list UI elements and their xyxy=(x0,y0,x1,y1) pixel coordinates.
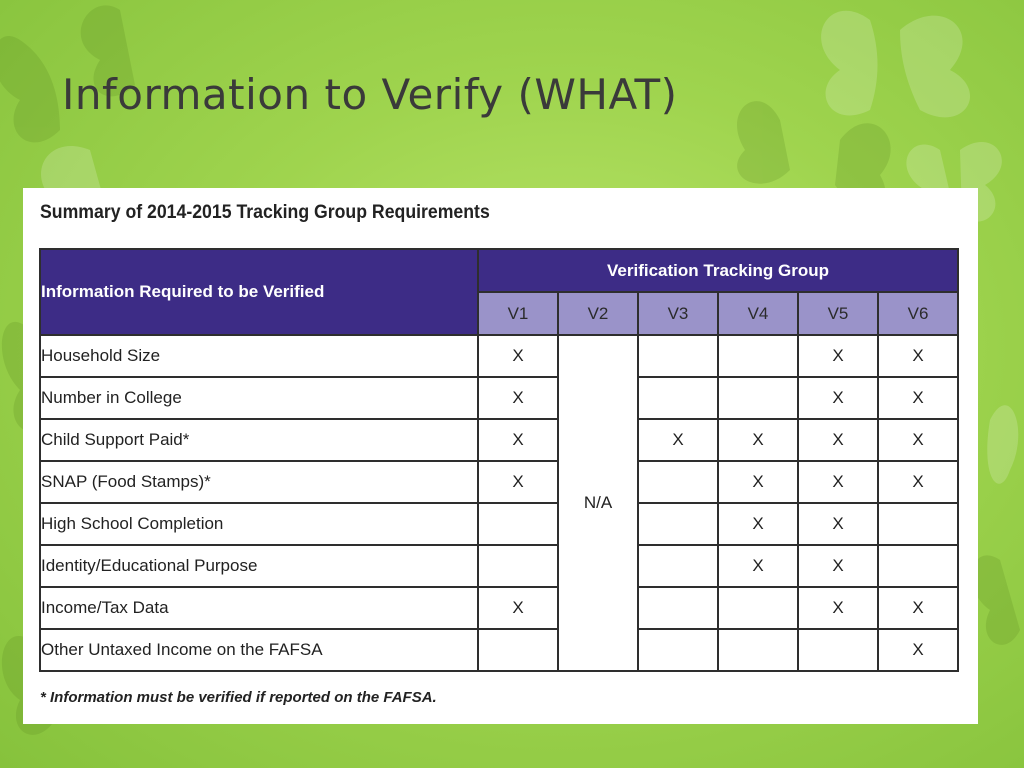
cell-v4: X xyxy=(717,502,799,546)
v2-not-applicable: N/A xyxy=(557,334,639,672)
slide-title: Information to Verify (WHAT) xyxy=(62,70,678,119)
cell-v5: X xyxy=(797,544,879,588)
table-row: Identity/Educational Purpose X X xyxy=(39,544,960,588)
cell-v1 xyxy=(477,502,559,546)
row-label: Child Support Paid* xyxy=(39,418,479,462)
table-heading: Summary of 2014-2015 Tracking Group Requ… xyxy=(40,202,490,223)
cell-v3 xyxy=(637,586,719,630)
cell-v5: X xyxy=(797,502,879,546)
row-label: Identity/Educational Purpose xyxy=(39,544,479,588)
cell-v3 xyxy=(637,544,719,588)
column-header-v3: V3 xyxy=(637,291,719,336)
cell-v1 xyxy=(477,544,559,588)
column-header-v4: V4 xyxy=(717,291,799,336)
cell-v5 xyxy=(797,628,879,672)
cell-v6: X xyxy=(876,460,960,504)
cell-v5: X xyxy=(797,418,879,462)
cell-v4: X xyxy=(717,460,799,504)
row-label: High School Completion xyxy=(39,502,479,546)
table-row: High School Completion X X xyxy=(39,502,960,546)
cell-v5: X xyxy=(797,376,879,420)
row-label: Household Size xyxy=(39,334,479,378)
cell-v4 xyxy=(717,628,799,672)
cell-v1: X xyxy=(477,418,559,462)
requirements-table: Information Required to be Verified Veri… xyxy=(39,248,960,672)
cell-v4 xyxy=(717,376,799,420)
cell-v4 xyxy=(717,586,799,630)
row-header: Information Required to be Verified xyxy=(39,248,479,336)
cell-v1: X xyxy=(477,376,559,420)
cell-v6: X xyxy=(876,628,960,672)
row-label: Income/Tax Data xyxy=(39,586,479,630)
cell-v3 xyxy=(637,376,719,420)
column-header-v2: V2 xyxy=(557,291,639,336)
cell-v5: X xyxy=(797,586,879,630)
table-row: Household Size X N/A X X xyxy=(39,334,960,672)
cell-v4 xyxy=(717,334,799,378)
cell-v1: X xyxy=(477,460,559,504)
group-header: Verification Tracking Group xyxy=(476,248,960,293)
cell-v3 xyxy=(637,334,719,378)
row-label: SNAP (Food Stamps)* xyxy=(39,460,479,504)
cell-v3 xyxy=(637,460,719,504)
row-label: Other Untaxed Income on the FAFSA xyxy=(39,628,479,672)
cell-v3 xyxy=(637,628,719,672)
cell-v6: X xyxy=(876,376,960,420)
cell-v1: X xyxy=(477,334,559,378)
column-header-v5: V5 xyxy=(797,291,879,336)
table-panel: Summary of 2014-2015 Tracking Group Requ… xyxy=(23,188,978,724)
column-header-v6: V6 xyxy=(876,291,960,336)
cell-v3: X xyxy=(637,418,719,462)
cell-v4: X xyxy=(717,544,799,588)
row-label: Number in College xyxy=(39,376,479,420)
cell-v6: X xyxy=(876,334,960,378)
cell-v6: X xyxy=(876,418,960,462)
cell-v5: X xyxy=(797,334,879,378)
column-header-v1: V1 xyxy=(477,291,559,336)
table-row: Other Untaxed Income on the FAFSA X xyxy=(39,628,960,672)
cell-v3 xyxy=(637,502,719,546)
cell-v6: X xyxy=(876,586,960,630)
cell-v5: X xyxy=(797,460,879,504)
cell-v1: X xyxy=(477,586,559,630)
table-row: Income/Tax Data X X X xyxy=(39,586,960,630)
table-row: SNAP (Food Stamps)* X X X X xyxy=(39,460,960,504)
cell-v1 xyxy=(477,628,559,672)
cell-v6 xyxy=(876,502,960,546)
cell-v6 xyxy=(876,544,960,588)
table-row: Child Support Paid* X X X X X xyxy=(39,418,960,462)
table-row: Number in College X X X xyxy=(39,376,960,420)
table-footnote: * Information must be verified if report… xyxy=(40,689,437,706)
cell-v4: X xyxy=(717,418,799,462)
